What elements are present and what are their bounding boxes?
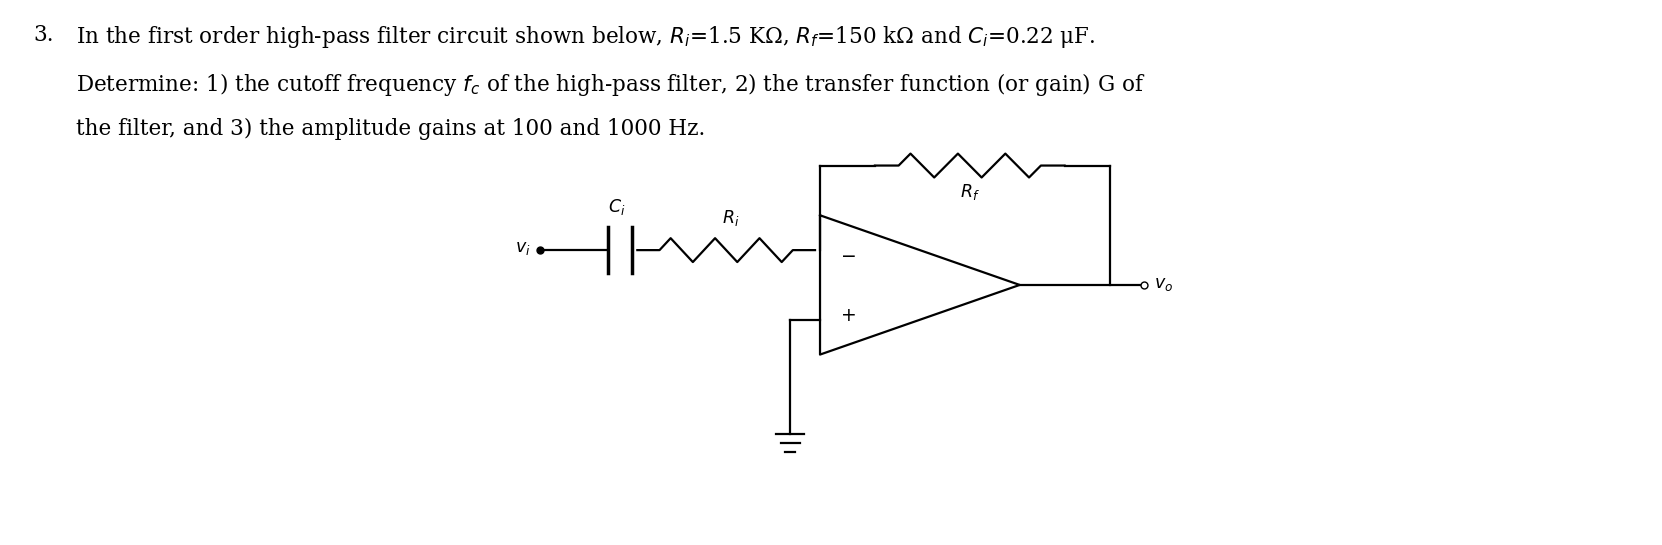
Text: $v_i$: $v_i$ [515, 240, 530, 257]
Text: In the first order high-pass filter circuit shown below, $R_i$=1.5 KΩ, $R_f$=150: In the first order high-pass filter circ… [76, 25, 1095, 50]
Text: $+$: $+$ [839, 306, 856, 325]
Text: the filter, and 3) the amplitude gains at 100 and 1000 Hz.: the filter, and 3) the amplitude gains a… [76, 118, 705, 140]
Text: $-$: $-$ [839, 245, 856, 264]
Text: $v_o$: $v_o$ [1155, 276, 1173, 293]
Text: $R_i$: $R_i$ [723, 208, 740, 228]
Text: 3.: 3. [33, 25, 53, 46]
Text: $R_f$: $R_f$ [961, 183, 979, 202]
Text: Determine: 1) the cutoff frequency $f_c$ of the high-pass filter, 2) the transfe: Determine: 1) the cutoff frequency $f_c$… [76, 71, 1145, 98]
Text: $C_i$: $C_i$ [608, 197, 625, 217]
